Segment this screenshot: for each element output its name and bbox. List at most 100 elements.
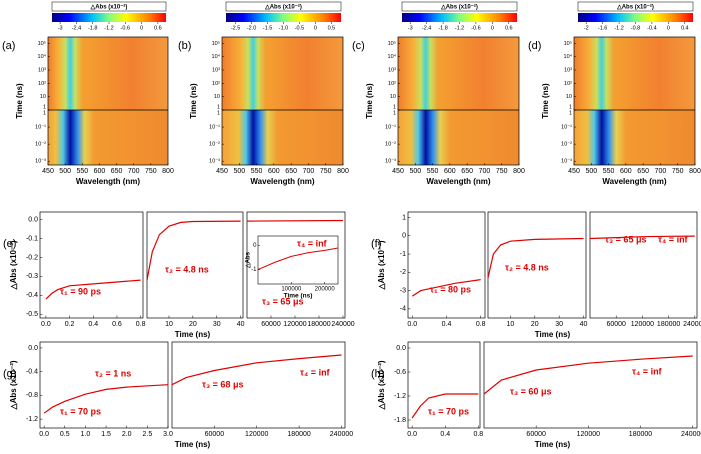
y-tick-label: -0.3: [26, 273, 38, 280]
y-tick-label: 10⁻¹: [561, 125, 572, 131]
x-tick-label: 750: [672, 168, 684, 175]
colorbar-tick-label: 0.6: [154, 25, 162, 31]
x-tick-label: 240000: [683, 321, 701, 328]
subplot-frame: [407, 341, 481, 429]
frame: [221, 36, 344, 166]
y-tick-label: 0: [402, 233, 406, 240]
x-tick-label: 180000: [657, 321, 680, 328]
inset-y-label: △Abs: [245, 251, 252, 269]
y-tick-label: 10⁻¹: [35, 125, 46, 131]
y-tick-label: -0.6: [394, 369, 406, 376]
y-tick-label: 10³: [212, 67, 220, 73]
subplot-frame: [39, 211, 144, 319]
annotation: τ₂ = 4.8 ns: [165, 264, 209, 274]
x-tick-label: 60000: [606, 321, 626, 328]
inset-y-tick-label: 0: [253, 243, 257, 249]
panel-label: (f): [371, 238, 381, 250]
y-tick-label: -1: [400, 251, 406, 258]
x-tick-label: 40: [237, 321, 245, 328]
panel: (f)0.0 0.4 0.8 10 20 30 40 60000 120000 180000 240…: [371, 211, 701, 339]
colorbar: [226, 13, 341, 22]
y-tick-label: 10⁵: [212, 40, 220, 47]
x-tick-label: 30: [555, 321, 563, 328]
y-tick-label: -0.1: [26, 235, 38, 242]
x-tick-label: 0.2: [65, 321, 75, 328]
panel-label: (d): [528, 40, 541, 52]
annotation: τ₁ = 80 ps: [430, 284, 471, 294]
subplot-frame: [146, 211, 244, 319]
heatmap-lower: [398, 110, 519, 165]
y-tick-label: 10²: [564, 81, 572, 87]
x-tick-label: 120000: [631, 321, 654, 328]
x-tick-label: 40: [580, 321, 588, 328]
x-tick-label: 60000: [526, 431, 546, 438]
x-tick-label: 550: [76, 168, 88, 175]
x-tick-label: 20: [531, 321, 539, 328]
panel: (h) 0.0 0.4 0.8 60000 120000 180000 240000 -1.8 -…: [371, 341, 701, 449]
heatmap-upper: [222, 37, 343, 110]
x-tick-label: 450: [568, 168, 580, 175]
colorbar-tick-label: -0.4: [647, 25, 656, 31]
y-tick-label: 10⁻¹: [209, 125, 220, 131]
x-tick-label: 450: [216, 168, 228, 175]
y-tick-label: 1: [393, 110, 396, 116]
inset-y-tick-label: -1: [251, 267, 257, 273]
x-tick-label: 750: [320, 168, 332, 175]
y-tick-label: 10⁻²: [35, 142, 46, 148]
colorbar: [402, 13, 517, 22]
y-tick-label: 0.0: [28, 345, 38, 352]
inset-fit-line: [257, 247, 339, 271]
x-tick-label: 700: [303, 168, 315, 175]
x-tick-label: 800: [689, 168, 701, 175]
x-tick-label: 650: [285, 168, 297, 175]
heatmap-lower: [222, 110, 343, 165]
x-tick-label: 0.8: [136, 321, 146, 328]
y-tick-label: 10²: [212, 81, 220, 87]
inset-x-tick-label: 200000: [315, 287, 336, 293]
y-tick-label: 10³: [388, 67, 396, 73]
y-tick-label: 10⁻²: [385, 142, 396, 148]
x-tick-label: 0.0: [41, 321, 51, 328]
annotation: τ₂ = 4.8 ns: [505, 262, 549, 272]
y-tick-label: -2: [400, 269, 406, 276]
y-tick-label: 1: [217, 104, 220, 110]
y-tick-label: 10⁴: [564, 53, 573, 60]
colorbar-tick-label: -3: [58, 25, 63, 31]
subplot-frame: [483, 341, 698, 429]
x-tick-label: 180000: [307, 321, 330, 328]
y-tick-label: 1: [43, 110, 46, 116]
colorbar-tick-label: -1.2: [104, 25, 113, 31]
colorbar-tick-label: -1.2: [614, 25, 623, 31]
inset-x-tick-label: 100000: [281, 287, 302, 293]
y-axis-label: Time (ns): [189, 83, 198, 119]
panel-label: (a): [2, 40, 15, 52]
annotation: τ₁ = 70 ps: [60, 406, 101, 416]
y-tick-label: 1: [569, 104, 572, 110]
x-tick-label: 550: [251, 168, 263, 175]
heatmap-upper: [48, 37, 168, 110]
x-tick-label: 0.8: [476, 321, 486, 328]
y-axis-label: Time (ns): [15, 83, 24, 119]
y-tick-label: 10³: [38, 67, 46, 73]
fit-line: [246, 219, 344, 222]
x-axis-label: Time (ns): [175, 440, 211, 449]
x-tick-label: 700: [128, 168, 140, 175]
x-tick-label: 700: [655, 168, 667, 175]
x-axis-label: Wavelength (nm): [602, 177, 666, 186]
y-tick-label: -3: [400, 287, 406, 294]
colorbar-tick-label: 0: [491, 25, 494, 31]
y-tick-label: -0.4: [26, 292, 38, 299]
annotation: τ₄ = inf: [632, 366, 663, 376]
panel: (a) △Abs (x10⁻²) -3 -2.4 -1.8 -1.2 -0.6 0 0.6 1 10…: [2, 1, 174, 186]
y-tick-label: 10⁻²: [561, 142, 572, 148]
annotation: τ₃ = 65 μs: [605, 234, 646, 244]
panel-label: (c): [352, 40, 365, 52]
x-tick-label: 600: [444, 168, 456, 175]
x-tick-label: 800: [337, 168, 349, 175]
x-tick-label: 500: [585, 168, 597, 175]
fit-line: [487, 237, 584, 278]
frame: [573, 36, 696, 166]
x-axis-label: Wavelength (nm): [426, 177, 490, 186]
x-tick-label: 600: [94, 168, 106, 175]
